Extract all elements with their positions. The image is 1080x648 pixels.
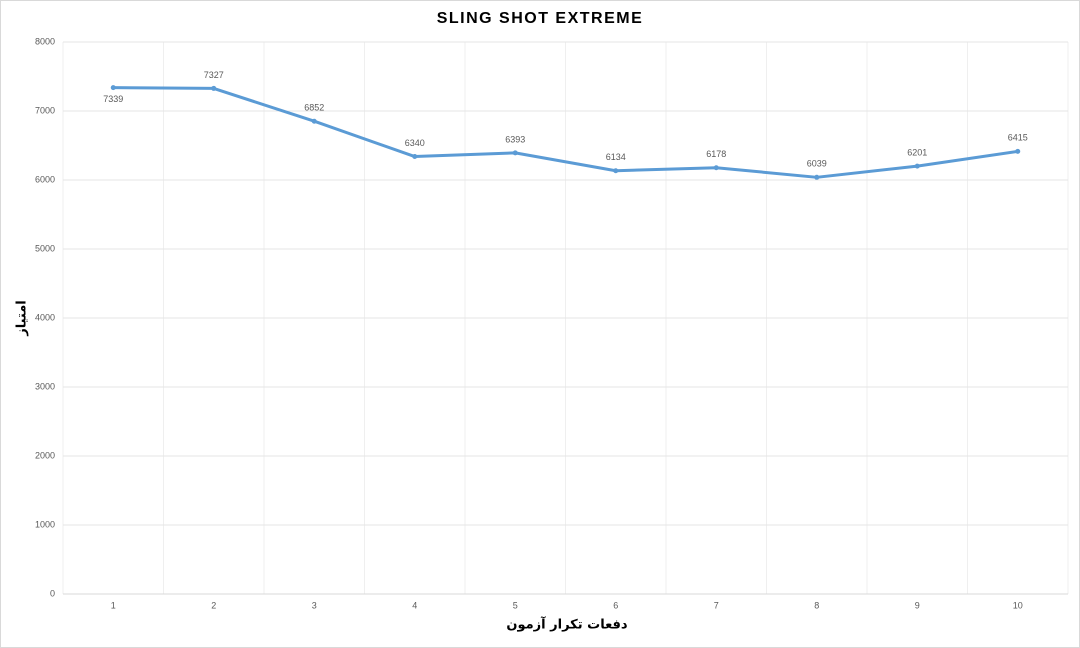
data-point <box>814 174 820 180</box>
data-label: 6852 <box>304 103 324 113</box>
x-axis-title: دفعات تکرار آزمون <box>506 616 628 633</box>
y-tick-label: 2000 <box>35 450 55 460</box>
data-label: 7327 <box>204 70 224 80</box>
data-label: 6201 <box>907 148 927 158</box>
data-label: 6039 <box>807 159 827 169</box>
y-tick-label: 4000 <box>35 312 55 322</box>
y-axis-title: امتیاز <box>15 300 30 336</box>
y-tick-label: 1000 <box>35 519 55 529</box>
data-point <box>713 165 719 171</box>
x-tick-label: 5 <box>513 600 518 610</box>
data-point <box>110 85 116 91</box>
data-label: 6340 <box>405 138 425 148</box>
y-tick-label: 6000 <box>35 174 55 184</box>
data-label: 6415 <box>1008 133 1028 143</box>
data-label: 6134 <box>606 152 626 162</box>
data-point <box>311 118 317 124</box>
data-point <box>211 85 217 91</box>
y-tick-label: 3000 <box>35 381 55 391</box>
data-label: 6393 <box>505 134 525 144</box>
data-point <box>512 150 518 156</box>
y-tick-label: 7000 <box>35 105 55 115</box>
data-label: 6178 <box>706 149 726 159</box>
data-point <box>914 163 920 169</box>
x-tick-label: 3 <box>312 600 317 610</box>
chart-title: SLING SHOT EXTREME <box>437 10 644 27</box>
x-tick-label: 9 <box>915 600 920 610</box>
x-tick-label: 10 <box>1013 600 1023 610</box>
y-tick-label: 8000 <box>35 36 55 46</box>
x-tick-label: 2 <box>211 600 216 610</box>
data-point <box>613 168 619 174</box>
data-point <box>1015 148 1021 154</box>
x-tick-label: 7 <box>714 600 719 610</box>
x-tick-label: 8 <box>814 600 819 610</box>
x-tick-label: 6 <box>613 600 618 610</box>
data-point <box>412 154 418 160</box>
y-tick-label: 0 <box>50 588 55 598</box>
y-tick-label: 5000 <box>35 243 55 253</box>
data-line <box>113 86 1018 179</box>
data-label: 7339 <box>103 94 123 104</box>
x-tick-label: 1 <box>111 600 116 610</box>
x-tick-label: 4 <box>412 600 417 610</box>
